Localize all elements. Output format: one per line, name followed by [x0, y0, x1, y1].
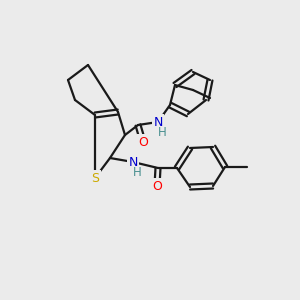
Text: O: O [152, 179, 162, 193]
Text: S: S [91, 172, 99, 184]
Text: N: N [128, 155, 138, 169]
Text: H: H [133, 166, 141, 178]
Text: O: O [138, 136, 148, 148]
Text: N: N [153, 116, 163, 128]
Text: H: H [158, 125, 166, 139]
